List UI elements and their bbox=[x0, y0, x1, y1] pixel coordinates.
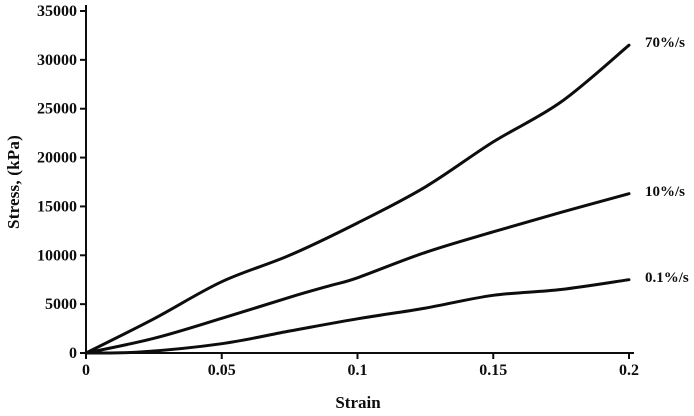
x-axis-title: Strain bbox=[335, 393, 381, 412]
y-tick-label: 30000 bbox=[37, 52, 77, 69]
series-curve-0.1%/s bbox=[84, 278, 631, 355]
y-tick-label: 20000 bbox=[37, 150, 77, 167]
y-tick-label: 5000 bbox=[45, 296, 77, 313]
x-tick-label: 0.1 bbox=[348, 362, 368, 379]
series-label-10pct-per-s: 10%/s bbox=[645, 183, 686, 200]
x-tick-label: 0.2 bbox=[619, 362, 639, 379]
y-tick-label: 0 bbox=[69, 345, 77, 362]
y-tick-label: 15000 bbox=[37, 198, 77, 215]
series-curve-70%/s bbox=[84, 43, 631, 355]
y-tick-label: 35000 bbox=[37, 3, 77, 20]
y-tick-label: 25000 bbox=[37, 101, 77, 118]
x-tick-label: 0.05 bbox=[208, 362, 236, 379]
x-tick-label: 0.15 bbox=[479, 362, 507, 379]
series-label-70pct-per-s: 70%/s bbox=[645, 35, 686, 52]
x-tick-label: 0 bbox=[82, 362, 90, 379]
series-label-0-1pct-per-s: 0.1%/s bbox=[645, 269, 689, 286]
y-axis-title: Stress, (kPa) bbox=[4, 135, 23, 229]
y-tick-label: 10000 bbox=[37, 247, 77, 264]
series-curve-10%/s bbox=[84, 192, 631, 355]
